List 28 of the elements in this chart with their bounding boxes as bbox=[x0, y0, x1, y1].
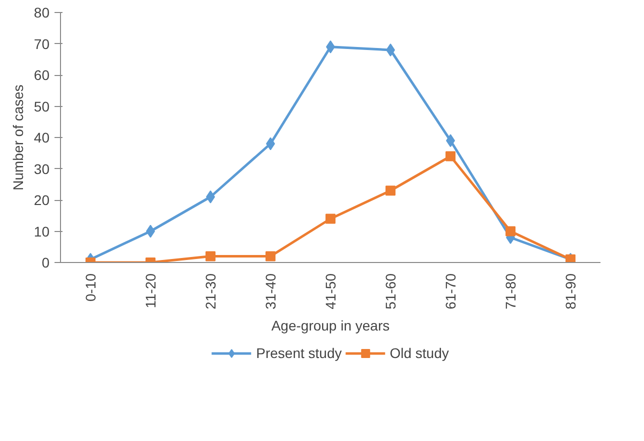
y-tick-label: 20 bbox=[34, 192, 50, 208]
x-tick-label: 0-10 bbox=[82, 273, 98, 302]
point bbox=[206, 251, 216, 262]
point bbox=[326, 214, 336, 224]
x-axis-title: Age-group in years bbox=[271, 317, 390, 334]
y-tick-label: 70 bbox=[34, 36, 50, 52]
legend-label: Present study bbox=[256, 345, 342, 361]
point bbox=[506, 226, 516, 236]
y-tick-label: 40 bbox=[34, 130, 50, 146]
x-tick-label: 51-60 bbox=[382, 273, 398, 310]
y-tick-label: 0 bbox=[42, 254, 50, 270]
x-tick-label: 71-80 bbox=[502, 273, 518, 310]
x-tick-label: 21-30 bbox=[202, 273, 218, 310]
x-tick-label: 41-50 bbox=[322, 273, 338, 310]
y-axis-title: Number of cases bbox=[10, 84, 26, 190]
y-tick-label: 80 bbox=[34, 4, 50, 20]
x-tick-label: 81-90 bbox=[562, 273, 578, 310]
x-tick-label: 11-20 bbox=[142, 273, 158, 308]
y-tick-label: 10 bbox=[34, 223, 50, 240]
y-tick-label: 50 bbox=[34, 98, 50, 114]
point bbox=[446, 151, 456, 162]
y-tick-label: 30 bbox=[34, 160, 50, 177]
point bbox=[266, 251, 276, 262]
point bbox=[386, 186, 396, 196]
legend-label: Old study bbox=[390, 345, 449, 361]
x-tick-label: 61-70 bbox=[442, 273, 458, 310]
x-tick-label: 31-40 bbox=[262, 273, 278, 310]
y-tick-label: 60 bbox=[34, 67, 50, 83]
